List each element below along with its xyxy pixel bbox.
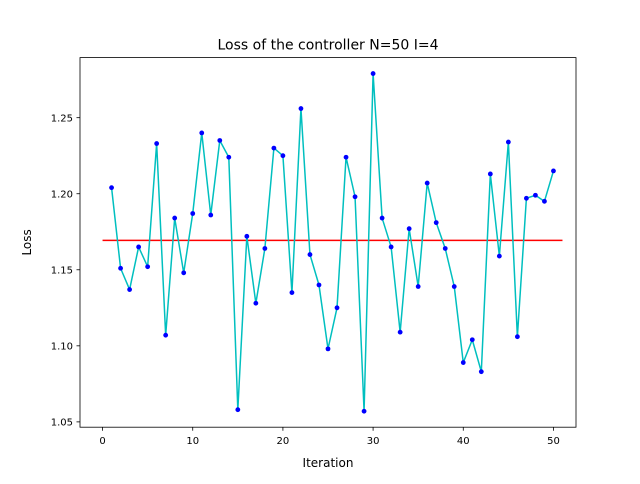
chart-title: Loss of the controller N=50 I=4 — [218, 38, 439, 54]
data-point — [217, 138, 223, 143]
data-point — [136, 244, 142, 250]
data-point — [424, 180, 430, 186]
data-point — [469, 337, 475, 343]
data-point — [542, 198, 547, 204]
plot-area — [102, 71, 563, 414]
series-line — [110, 72, 555, 412]
data-point — [163, 332, 169, 338]
data-point — [325, 346, 331, 352]
data-point — [190, 211, 196, 216]
data-point — [253, 300, 259, 306]
x-axis: 0 10 20 30 40 50 — [99, 427, 560, 447]
data-point — [451, 284, 457, 289]
data-point — [235, 407, 241, 413]
x-tick-label: 30 — [367, 436, 380, 447]
data-point — [334, 305, 340, 311]
y-tick-label: 1.10 — [51, 341, 73, 352]
data-point — [478, 369, 484, 375]
data-point — [289, 290, 295, 295]
data-point — [262, 246, 268, 251]
x-tick-label: 20 — [277, 436, 290, 447]
y-tick-label: 1.20 — [51, 189, 73, 200]
data-point — [109, 185, 114, 191]
data-point — [226, 154, 232, 160]
x-axis-label: Iteration — [303, 456, 354, 470]
axes-frame — [79, 57, 577, 428]
data-point — [316, 282, 322, 288]
data-point — [244, 233, 250, 239]
data-point — [460, 360, 466, 365]
data-point — [551, 168, 556, 174]
data-point — [496, 253, 502, 259]
data-point — [442, 246, 448, 251]
data-point — [524, 195, 529, 201]
data-point — [379, 215, 385, 221]
data-point — [208, 212, 214, 218]
y-tick-label: 1.25 — [51, 113, 73, 124]
data-point — [154, 141, 160, 146]
data-point — [271, 145, 277, 151]
data-point — [397, 329, 403, 335]
x-tick-label: 0 — [99, 436, 105, 447]
data-point — [172, 215, 178, 221]
x-tick-label: 10 — [186, 436, 199, 447]
data-point — [343, 154, 349, 160]
data-point — [533, 192, 538, 198]
data-point — [505, 139, 511, 145]
data-point — [406, 226, 412, 232]
y-tick-label: 1.05 — [51, 417, 73, 428]
data-point — [118, 265, 123, 271]
x-tick-label: 40 — [457, 436, 470, 447]
data-point — [307, 252, 313, 257]
data-point — [361, 408, 367, 414]
data-point — [298, 106, 304, 111]
data-point — [487, 171, 493, 177]
y-axis: 1.05 1.10 1.15 1.20 1.25 — [51, 113, 80, 428]
data-point — [127, 287, 132, 292]
data-point — [433, 220, 439, 226]
y-axis-label: Loss — [20, 229, 34, 255]
data-point — [388, 244, 394, 250]
y-tick-label: 1.15 — [51, 265, 73, 276]
data-point — [415, 284, 421, 289]
data-point — [514, 334, 520, 340]
data-point — [145, 264, 151, 270]
data-point — [181, 270, 187, 276]
data-point — [370, 71, 376, 76]
data-point — [199, 130, 205, 136]
data-point — [352, 194, 358, 200]
x-tick-label: 50 — [547, 436, 560, 447]
data-point — [280, 153, 286, 159]
